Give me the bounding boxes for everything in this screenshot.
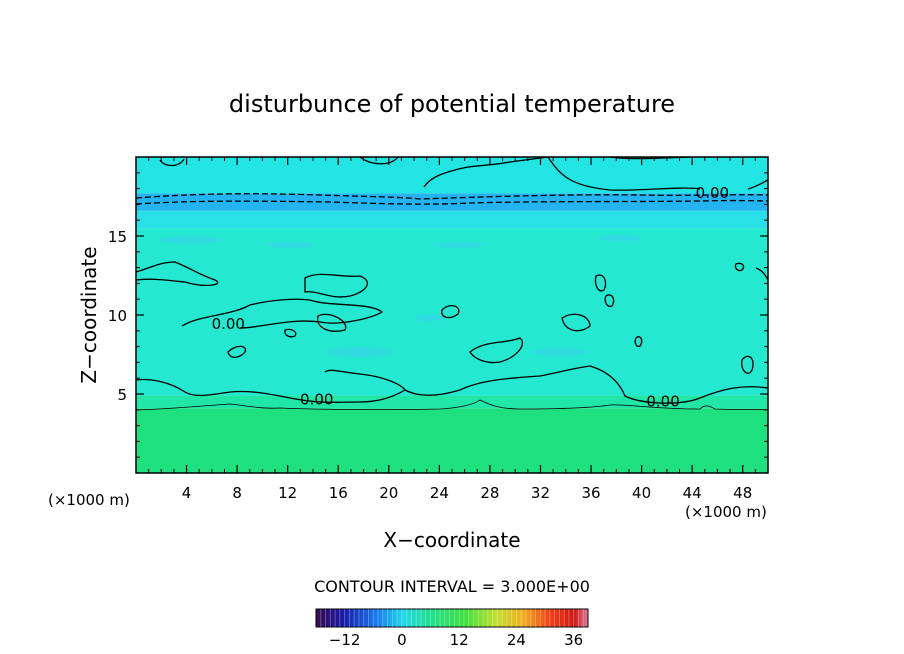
- field-band-3: [136, 210, 768, 229]
- contour-label: 0.00: [646, 392, 679, 410]
- y-tick-label: 5: [117, 386, 127, 404]
- y-axis-label: Z−coordinate: [77, 246, 101, 383]
- contour-upper: [423, 157, 768, 191]
- field-band-2: [136, 228, 768, 396]
- colorbar-ticks: −12 0 12 24 36: [329, 631, 583, 649]
- x-tick-label: 40: [632, 484, 651, 502]
- y-axis-unit: (×1000 m): [48, 491, 130, 509]
- x-tick-label: 4: [182, 484, 192, 502]
- field-band-4: [136, 193, 768, 211]
- x-tick-label: 24: [430, 484, 449, 502]
- field-bands: [136, 157, 768, 473]
- contour-mid-left: [136, 261, 219, 286]
- contour-right-6: [741, 355, 754, 374]
- x-axis-label: X−coordinate: [383, 528, 520, 552]
- contour-right-3: [634, 336, 643, 348]
- contour-mid-5: [284, 328, 297, 338]
- contour-lines: [136, 157, 768, 411]
- contour-mid-2: [304, 273, 369, 298]
- contour-right-4: [734, 262, 745, 272]
- contour-dashed-lower: [136, 199, 768, 205]
- y-tick-label: 15: [108, 228, 127, 246]
- contour-mid-4: [227, 345, 247, 358]
- field-band-5: [136, 157, 768, 194]
- colorbar-tick-label: 36: [564, 631, 583, 649]
- contour-labels: 0.00 0.00 0.00 0.00: [212, 184, 730, 411]
- contour-mid-6: [441, 304, 460, 319]
- field-texture: [160, 235, 642, 357]
- contour-label: 0.00: [300, 391, 333, 409]
- y-axis-ticks: 5 10 15: [108, 172, 768, 458]
- chart-title: disturbunce of potential temperature: [229, 90, 675, 118]
- x-tick-label: 20: [379, 484, 398, 502]
- contour-mid-3: [317, 313, 347, 332]
- colorbar-tick-label: 12: [450, 631, 469, 649]
- x-axis-unit: (×1000 m): [685, 503, 767, 521]
- contour-mid-8: [561, 313, 591, 332]
- colorbar-tick-label: −12: [329, 631, 361, 649]
- colorbar-tick-label: 0: [397, 631, 407, 649]
- field-band-0: [136, 408, 768, 473]
- contour-upper-mid: [359, 157, 399, 165]
- colorbar-segments: [320, 609, 584, 627]
- contour-dashed-upper: [136, 193, 768, 200]
- x-tick-label: 32: [531, 484, 550, 502]
- x-tick-label: 44: [683, 484, 702, 502]
- contour-label: 0.00: [212, 315, 245, 333]
- contour-main-lower: [136, 365, 768, 404]
- contour-upper-left: [159, 158, 185, 167]
- x-tick-label: 12: [278, 484, 297, 502]
- y-tick-label: 10: [108, 307, 127, 325]
- x-axis-ticks: 4 8 12 16 20 24 28 32 36 40 44 48: [148, 157, 756, 502]
- contour-mid: [181, 298, 384, 329]
- colorbar: [315, 608, 589, 628]
- x-tick-label: 36: [581, 484, 600, 502]
- x-tick-label: 48: [733, 484, 752, 502]
- colorbar-tick-label: 24: [507, 631, 526, 649]
- x-tick-label: 28: [480, 484, 499, 502]
- contour-mid-7: [469, 337, 524, 364]
- x-tick-label: 16: [329, 484, 348, 502]
- contour-right-2: [604, 294, 615, 307]
- contour-right-1: [594, 274, 607, 292]
- contour-label: 0.00: [696, 184, 729, 202]
- contour-interval-text: CONTOUR INTERVAL = 3.000E+00: [314, 577, 590, 596]
- contour-bottom-thin: [136, 399, 768, 411]
- x-tick-label: 8: [232, 484, 242, 502]
